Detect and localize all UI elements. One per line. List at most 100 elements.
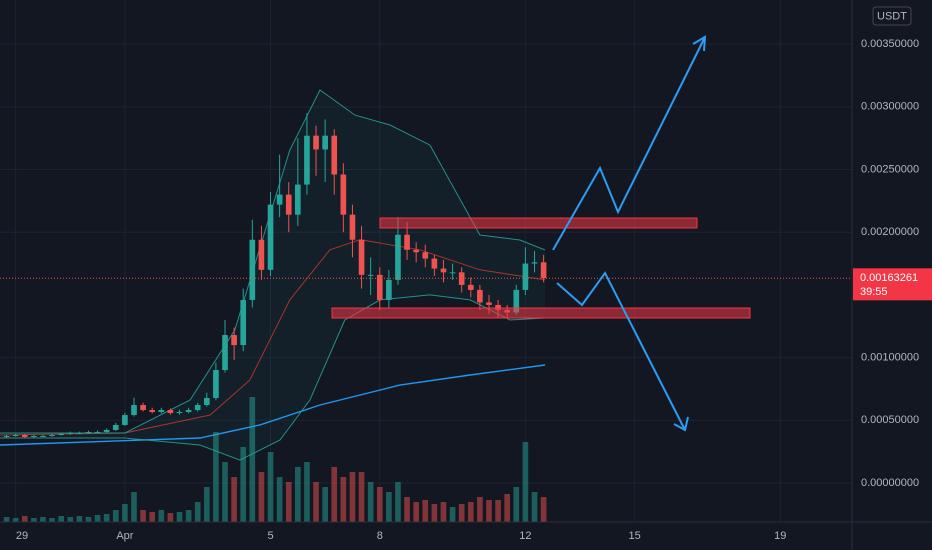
y-tick-label: 0.00350000 — [861, 38, 919, 50]
candle-body — [94, 431, 101, 433]
candle-body — [358, 239, 365, 275]
volume-bar — [258, 472, 265, 522]
volume-bar — [40, 517, 46, 522]
candle-body — [112, 424, 119, 430]
currency: USDT — [877, 10, 907, 22]
candle-body — [249, 239, 256, 300]
candle-body — [194, 405, 201, 411]
candles — [3, 113, 547, 438]
volume-bar — [376, 487, 383, 522]
arrow-head — [673, 416, 689, 432]
candle-body — [276, 194, 283, 205]
candle-body — [85, 431, 92, 433]
volume-bar — [3, 517, 10, 522]
candle-body — [3, 435, 10, 437]
volume-bar — [176, 512, 183, 522]
volume-bar — [486, 500, 492, 522]
candle-body — [458, 272, 465, 285]
y-tick-label: 0.00200000 — [861, 226, 919, 238]
candle-body — [540, 262, 547, 279]
y-tick-label: 0.00250000 — [861, 163, 919, 175]
volume-bar — [458, 504, 465, 522]
volume-bar — [122, 504, 128, 522]
candle-body — [131, 405, 137, 416]
volume-bar — [158, 510, 165, 522]
volume-bar — [12, 518, 19, 522]
volume-bar — [304, 462, 310, 522]
volume-bar — [131, 492, 137, 522]
volume-bar — [386, 492, 392, 522]
indicator-line — [0, 364, 546, 446]
candle-body — [304, 135, 310, 185]
volume-bar — [31, 518, 37, 522]
y-tick-label: 0.00050000 — [861, 414, 919, 426]
candle-body — [40, 435, 46, 437]
volume-bar — [340, 477, 347, 522]
candle-body — [486, 302, 492, 305]
volume-bar — [58, 516, 64, 522]
last-price: 0.00163261 — [860, 272, 918, 284]
candle-body — [477, 289, 483, 303]
candle-body — [149, 410, 156, 413]
candle-body — [340, 174, 347, 215]
candle-body — [413, 249, 419, 253]
candle-body — [267, 204, 274, 270]
volume-bar — [513, 487, 520, 522]
candle-body — [122, 415, 128, 425]
candle-body — [376, 274, 383, 300]
volume-bar — [285, 482, 292, 522]
volume-bar — [431, 504, 438, 522]
volume-bar — [322, 487, 328, 522]
up-path-drawing — [552, 36, 706, 251]
volume-bar — [21, 516, 28, 522]
candle-body — [395, 234, 401, 280]
volume-bar — [203, 487, 210, 522]
candle-body — [313, 135, 319, 150]
volume-bar — [276, 477, 283, 522]
volume-bar — [231, 477, 237, 522]
candle-body — [12, 434, 19, 436]
candle-body — [495, 304, 501, 310]
candle-body — [21, 434, 28, 437]
last-price-box — [853, 268, 932, 301]
volume-bar — [213, 432, 219, 522]
candle-body — [231, 335, 237, 346]
support-zone — [331, 307, 751, 319]
volume-bar — [167, 513, 174, 522]
candle-body — [431, 258, 438, 269]
volume-bar — [522, 442, 529, 522]
volume-bar — [395, 482, 401, 522]
x-tick-label: 29 — [16, 530, 28, 542]
candle-body — [386, 279, 392, 300]
volume-bar — [331, 467, 338, 522]
candle-body — [76, 432, 83, 434]
indicator-line — [0, 294, 546, 461]
volume-bar — [313, 482, 319, 522]
volume-bar — [103, 514, 110, 522]
candle-body — [422, 252, 429, 259]
candle-body — [522, 263, 529, 290]
candle-body — [331, 135, 338, 175]
indicators — [0, 89, 546, 461]
volume-bar — [349, 472, 356, 522]
candle-body — [404, 234, 410, 250]
x-tick-label: 12 — [519, 530, 531, 542]
countdown: 39:55 — [860, 286, 888, 298]
volume-bar — [94, 515, 101, 522]
candle-body — [185, 410, 192, 413]
indicator-line — [0, 89, 546, 434]
x-tick-label: 8 — [377, 530, 383, 542]
volume-bar — [422, 500, 429, 522]
candle-body — [367, 274, 374, 276]
volume-bar — [185, 510, 192, 522]
volume-bar — [249, 397, 256, 522]
x-tick-label: 5 — [267, 530, 273, 542]
y-tick-label: 0.00100000 — [861, 352, 919, 364]
candle-body — [285, 194, 292, 215]
volume-bar — [49, 518, 55, 522]
arrow-head — [692, 35, 707, 52]
x-tick-label: 15 — [629, 530, 641, 542]
volume-bar — [267, 452, 274, 522]
candle-body — [258, 239, 265, 270]
